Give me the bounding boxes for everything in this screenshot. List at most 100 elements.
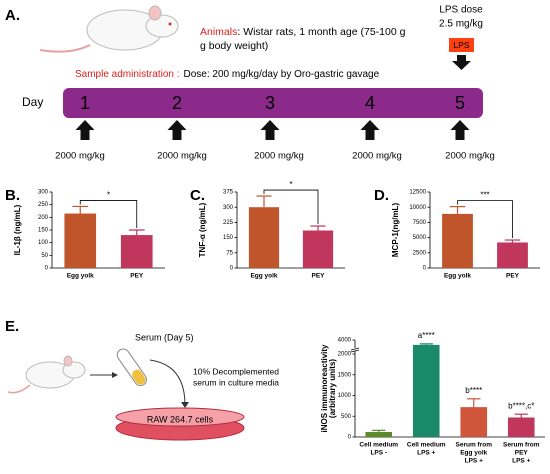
serum-text: Serum (Day 5) xyxy=(135,332,194,342)
y-tick-label: 2000 xyxy=(338,352,352,358)
day-number: 5 xyxy=(455,93,465,113)
y-tick-label: 0 xyxy=(45,266,49,272)
y-tick-label: 250 xyxy=(38,202,49,208)
y-tick-label: 1500 xyxy=(338,372,352,378)
arrow xyxy=(452,55,471,70)
bar xyxy=(460,407,488,437)
arrow xyxy=(149,359,186,406)
annotation: a**** xyxy=(418,331,435,340)
y-tick-label: 5000 xyxy=(413,235,427,241)
x-tick-label: PEY xyxy=(311,273,325,280)
x-tick-label: Cell medium xyxy=(359,442,398,449)
timeline: 1 2 3 4 5 2000 mg/kg 2000 mg/kg 2000 mg/kg 2000 … xyxy=(55,93,495,162)
dose-label: 2000 mg/kg xyxy=(352,151,402,162)
bar xyxy=(302,230,334,268)
bar xyxy=(442,213,473,268)
x-tick-label: Egg yolk xyxy=(444,273,471,280)
y-tick-label: 225 xyxy=(223,220,234,226)
x-tick-label: LPS + xyxy=(512,458,530,465)
x-tick-label: Serum from xyxy=(456,442,493,449)
significance-label: * xyxy=(289,180,292,189)
lps-label: LPS xyxy=(453,40,469,50)
y-tick-label: 0 xyxy=(348,435,352,441)
y-axis-label: TNF-α (ng/mL) xyxy=(198,202,207,257)
y-tick-label: 1000 xyxy=(338,393,352,399)
y-tick-label: 10000 xyxy=(409,205,426,211)
axis-break xyxy=(351,348,359,351)
lps-box xyxy=(449,38,474,52)
day-number: 1 xyxy=(80,93,90,113)
dose-label: 2000 mg/kg xyxy=(157,151,207,162)
arrow xyxy=(167,120,187,140)
y-tick-label: 4000 xyxy=(338,338,352,344)
axis-break xyxy=(350,349,360,353)
y-tick-label: 2500 xyxy=(413,250,427,256)
y-tick-label: 375 xyxy=(223,190,234,196)
y-tick-label: 150 xyxy=(223,235,234,241)
panel-label: B. xyxy=(5,187,20,204)
significance-bracket xyxy=(79,200,138,228)
day-number: 3 xyxy=(265,93,275,113)
animals-text-2: g body weight) xyxy=(200,40,268,52)
arrow xyxy=(112,372,118,378)
cells-text: RAW 264.7 cells xyxy=(147,414,214,424)
bar xyxy=(507,417,535,437)
annotation: b****,c* xyxy=(508,401,534,410)
x-tick-label: LPS + xyxy=(465,458,483,465)
arrow xyxy=(450,120,470,140)
significance-label: *** xyxy=(480,191,489,200)
x-tick-label: PEY xyxy=(515,450,529,457)
bar xyxy=(248,207,280,268)
panel-label: E. xyxy=(5,318,19,335)
x-tick-label: Egg yolk xyxy=(67,273,94,280)
dose-label: 2000 mg/kg xyxy=(445,151,495,162)
x-tick-label: Egg yolk xyxy=(250,273,277,280)
bar xyxy=(120,235,153,268)
x-tick-label: Serum from xyxy=(503,442,540,449)
arrow xyxy=(260,120,280,140)
timeline-bar xyxy=(63,88,483,118)
axis-break xyxy=(350,347,360,351)
panel-label: C. xyxy=(190,187,205,204)
tube-icon xyxy=(116,348,147,387)
y-tick-label: 100 xyxy=(38,240,49,246)
x-tick-label: PEY xyxy=(506,273,520,280)
rat-icon xyxy=(39,5,179,53)
y-tick-label: 7500 xyxy=(413,220,427,226)
bar xyxy=(365,432,393,437)
annotation: b**** xyxy=(465,386,482,395)
y-tick-label: 200 xyxy=(38,215,49,221)
sample-desc: Dose: 200 mg/kg/day by Oro-gastric gavag… xyxy=(184,69,380,80)
bar xyxy=(64,213,97,268)
y-tick-label: 12500 xyxy=(409,190,426,196)
panel-label: A. xyxy=(5,7,20,24)
arrow xyxy=(75,120,95,140)
significance-bracket xyxy=(263,189,319,225)
y-axis-label: IL-1β (ng/mL) xyxy=(13,204,22,255)
sample-label: Sample administration : xyxy=(75,69,180,80)
animals-label: Animals xyxy=(200,26,237,38)
y-axis-label: iNOS immunoreactivity xyxy=(320,344,329,433)
dose-label: 2000 mg/kg xyxy=(254,151,304,162)
bar xyxy=(497,242,528,268)
significance-bracket xyxy=(457,200,513,239)
y-tick-label: 0 xyxy=(423,266,427,272)
y-tick-label: 300 xyxy=(38,190,49,196)
day-label: Day xyxy=(22,95,43,109)
day-number: 4 xyxy=(365,93,375,113)
x-tick-label: Egg yolk xyxy=(460,450,487,457)
animals-text: Animals: Wistar rats, 1 month age (75-10… xyxy=(200,26,406,38)
day-number: 2 xyxy=(172,93,182,113)
bar xyxy=(412,344,440,437)
lps-dose: 2.5 mg/kg xyxy=(439,19,483,30)
y-tick-label: 300 xyxy=(223,205,234,211)
x-tick-label: Cell medium xyxy=(407,442,446,449)
y-tick-label: 150 xyxy=(38,228,49,234)
significance-label: * xyxy=(107,191,110,200)
y-tick-label: 500 xyxy=(341,414,352,420)
x-tick-label: PEY xyxy=(130,273,144,280)
media-text: serum in culture media xyxy=(193,377,279,387)
y-tick-label: 0 xyxy=(230,266,234,272)
dose-label: 2000 mg/kg xyxy=(55,151,105,162)
